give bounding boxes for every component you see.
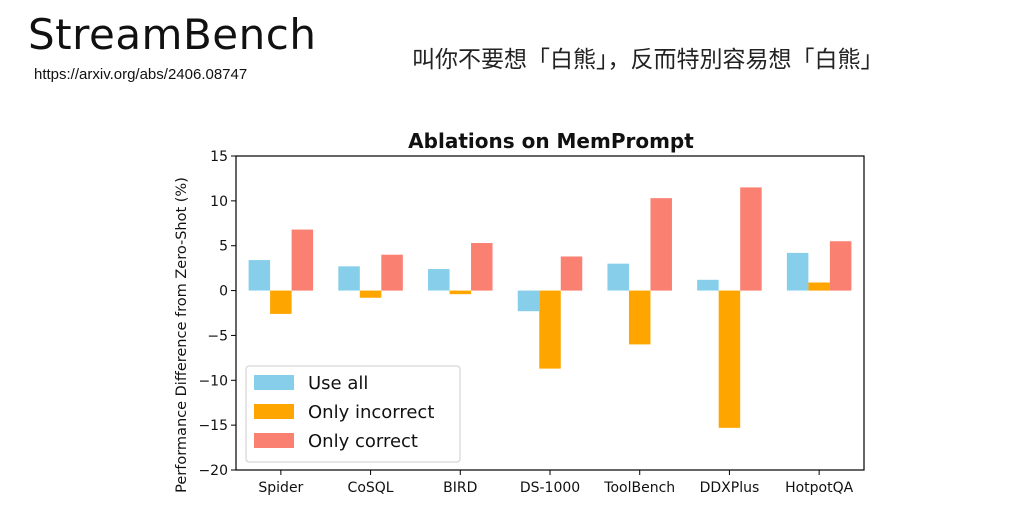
bar (628, 290, 651, 345)
legend-swatch (254, 375, 294, 390)
y-axis-label: Performance Difference from Zero-Shot (%… (174, 177, 190, 493)
bar (517, 290, 540, 312)
bar (270, 290, 292, 314)
legend-swatch (254, 433, 294, 448)
bar-chart: Ablations on MemPrompt Performance Diffe… (174, 129, 865, 496)
legend-box (245, 365, 461, 463)
bar (560, 256, 583, 291)
bar (248, 260, 271, 291)
slide-quote: 叫你不要想「白熊」，反而特別容易想「白熊」 (412, 47, 884, 73)
y-tick-label: −15 (198, 418, 228, 434)
bar (718, 290, 741, 428)
bar (359, 290, 382, 298)
legend-label: Only correct (308, 431, 418, 452)
y-tick-label: −20 (198, 463, 228, 479)
bar (786, 252, 809, 291)
paper-url: https://arxiv.org/abs/2406.08747 (34, 66, 248, 83)
bar (338, 266, 360, 291)
bar (829, 241, 852, 291)
bar (808, 282, 830, 291)
bar (291, 229, 314, 291)
bar (449, 290, 472, 295)
x-tick-label: Spider (258, 480, 303, 496)
bar (740, 187, 762, 291)
legend-label: Use all (308, 373, 368, 394)
chart-title: Ablations on MemPrompt (408, 129, 694, 153)
slide-title: StreamBench (28, 10, 317, 59)
bar (650, 198, 672, 291)
x-tick-label: ToolBench (603, 480, 675, 496)
bar (381, 254, 403, 291)
x-tick-label: DS-1000 (520, 480, 580, 496)
y-tick-label: 5 (219, 239, 228, 255)
x-tick-label: CoSQL (348, 480, 394, 496)
bar (471, 243, 493, 291)
y-tick-label: −10 (198, 373, 228, 389)
bar (539, 290, 561, 369)
y-tick-label: 0 (219, 284, 228, 300)
legend-swatch (254, 404, 294, 419)
x-tick-label: HotpotQA (785, 480, 854, 496)
x-tick-label: BIRD (443, 480, 477, 496)
y-tick-label: 15 (210, 149, 228, 165)
y-tick-label: −5 (207, 328, 228, 344)
bar (697, 279, 719, 291)
y-tick-label: 10 (210, 194, 228, 210)
plot-area: 15 10 5 0 −5 −10 −15 −20 Spider CoSQL BIRD DS-1000 T… (198, 149, 865, 496)
x-tick-label: DDXPlus (700, 480, 760, 496)
bar (428, 269, 450, 291)
bar (607, 263, 629, 291)
legend-label: Only incorrect (308, 402, 434, 423)
